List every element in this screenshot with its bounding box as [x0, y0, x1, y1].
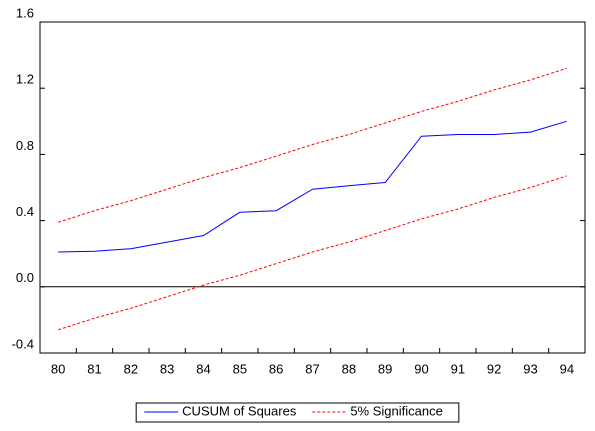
- x-tick-label: 81: [87, 361, 101, 376]
- x-tick-label: 90: [414, 361, 428, 376]
- x-tick-label: 85: [233, 361, 247, 376]
- series-line: [58, 121, 567, 252]
- x-tick-label: 87: [305, 361, 319, 376]
- series-line: [58, 68, 567, 222]
- x-tick-label: 83: [160, 361, 174, 376]
- x-tick-label: 93: [523, 361, 537, 376]
- x-tick-label: 88: [342, 361, 356, 376]
- x-tick-label: 92: [487, 361, 501, 376]
- x-tick-label: 91: [451, 361, 465, 376]
- x-tick-label: 84: [196, 361, 210, 376]
- series-line: [58, 176, 567, 330]
- y-tick-label: -0.4: [12, 336, 34, 351]
- y-tick-label: 0.0: [16, 270, 34, 285]
- y-tick-label: 0.8: [16, 138, 34, 153]
- legend-label: CUSUM of Squares: [182, 403, 297, 418]
- legend-label: 5% Significance: [350, 403, 443, 418]
- legend: CUSUM of Squares 5% Significance: [136, 403, 459, 422]
- plot-frame: [40, 22, 585, 353]
- x-tick-label: 89: [378, 361, 392, 376]
- chart: 1.6 1.2 0.8 0.4 0.0 -0.4 80 81 82 83 84 85 86 87 88 89 9…: [0, 0, 595, 426]
- y-tick-label: 0.4: [16, 204, 34, 219]
- x-tick-label: 80: [51, 361, 65, 376]
- y-tick-label: 1.6: [16, 5, 34, 20]
- y-tick-label: 1.2: [16, 72, 34, 87]
- x-tick-label: 94: [560, 361, 574, 376]
- x-tick-label: 86: [269, 361, 283, 376]
- x-tick-label: 82: [124, 361, 138, 376]
